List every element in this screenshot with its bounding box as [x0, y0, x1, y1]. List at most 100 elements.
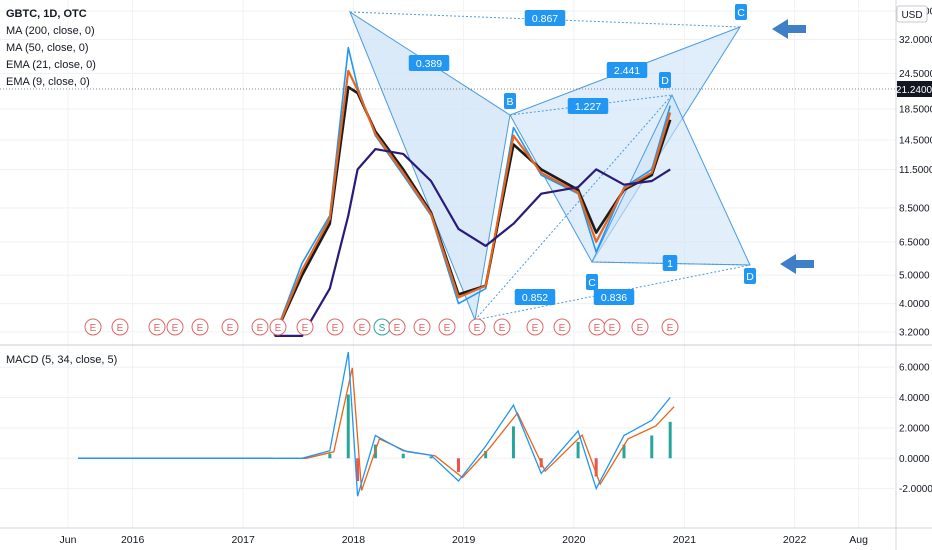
earnings-marker[interactable] — [526, 318, 544, 336]
earnings-marker[interactable] — [661, 318, 679, 336]
pattern-point-badge — [586, 274, 598, 290]
price-series — [273, 46, 672, 337]
earnings-marker-label: E — [227, 323, 234, 334]
earnings-marker-label: E — [90, 323, 97, 334]
pattern-line-ac — [474, 94, 673, 321]
legend-ema9[interactable]: EMA (9, close, 0) — [6, 76, 90, 88]
time-tick-label: 2018 — [342, 534, 366, 546]
earnings-marker[interactable] — [191, 318, 209, 336]
ema9-line — [273, 46, 671, 337]
macd-tick-label: -2.0000 — [899, 484, 932, 495]
earnings-marker[interactable] — [296, 318, 314, 336]
pattern-point-label: C — [588, 277, 596, 289]
earnings-marker-label: E — [594, 323, 601, 334]
pattern-ratio-label: 0.389 — [416, 58, 442, 70]
earnings-marker-label: S — [379, 323, 386, 334]
earnings-marker-label: E — [532, 323, 539, 334]
macd-tick-label: 6.0000 — [899, 363, 930, 374]
earnings-marker[interactable] — [269, 318, 287, 336]
time-tick-label: Jun — [60, 534, 77, 546]
pattern-point-badge — [744, 268, 756, 284]
time-tick-label: 2021 — [673, 534, 697, 546]
earnings-marker-label: E — [499, 323, 506, 334]
earnings-marker[interactable] — [438, 318, 456, 336]
price-tick-label: 6.5000 — [899, 237, 930, 248]
price-tick-label: 5.0000 — [899, 271, 930, 282]
earnings-marker[interactable] — [603, 318, 621, 336]
earnings-marker-label: E — [559, 323, 566, 334]
pattern-point-label: D — [746, 271, 754, 283]
earnings-marker[interactable] — [493, 318, 511, 336]
pattern-point-badge — [659, 72, 671, 88]
svg-text:21.2400: 21.2400 — [896, 85, 932, 96]
time-tick-label: 2017 — [231, 534, 255, 546]
pattern-ratio-badge — [408, 55, 450, 71]
pattern-ratio-label: 0.836 — [601, 292, 627, 304]
earnings-marker[interactable] — [166, 318, 184, 336]
earnings-marker[interactable] — [221, 318, 239, 336]
earnings-marker-label: E — [197, 323, 204, 334]
time-tick-label: 2019 — [452, 534, 476, 546]
earnings-marker-label: E — [117, 323, 124, 334]
pattern-ratio-badge — [567, 98, 609, 114]
earnings-marker-label: E — [257, 323, 264, 334]
earnings-marker[interactable] — [326, 318, 344, 336]
earnings-marker[interactable] — [251, 318, 269, 336]
earnings-marker[interactable] — [468, 318, 486, 336]
legend-ma50[interactable]: MA (50, close, 0) — [6, 42, 89, 54]
earnings-marker[interactable] — [84, 318, 102, 336]
earnings-marker[interactable] — [553, 318, 571, 336]
time-axis[interactable]: Jun 2016 2017 2018 2019 2020 2021 2022 Aug — [60, 534, 869, 546]
pattern-ratio-label: 0.867 — [532, 13, 558, 25]
legend-ema21[interactable]: EMA (21, close, 0) — [6, 59, 96, 71]
earnings-marker[interactable] — [388, 318, 406, 336]
pattern-labels: B C D C D 0.867 0.389 2.441 1.227 0.852 0.836 1 — [408, 4, 756, 305]
macd-legend[interactable]: MACD (5, 34, close, 5) — [6, 354, 118, 366]
earnings-marker[interactable] — [111, 318, 129, 336]
earnings-marker[interactable] — [148, 318, 166, 336]
time-tick-label: 2022 — [783, 534, 807, 546]
earnings-marker-label: E — [419, 323, 426, 334]
earnings-marker-label: E — [474, 323, 481, 334]
indicator-legend: GBTC, 1D, OTC MA (200, close, 0) MA (50,… — [6, 6, 96, 91]
earnings-marker-label: E — [394, 323, 401, 334]
price-tick-label: 18.5000 — [899, 105, 932, 116]
pattern-point-label: B — [506, 96, 513, 108]
time-tick-label: 2016 — [121, 534, 145, 546]
macd-line — [274, 351, 671, 497]
pattern-ratio-badge — [593, 289, 635, 305]
earnings-marker[interactable] — [631, 318, 649, 336]
earnings-marker-label: E — [667, 323, 674, 334]
pattern-ratio-label: 0.852 — [522, 292, 548, 304]
price-tick-label: 4.0000 — [899, 299, 930, 310]
earnings-marker-label: E — [609, 323, 616, 334]
macd-tick-label: 4.0000 — [899, 393, 930, 404]
arrow-icon-lower — [780, 254, 814, 274]
macd-axis[interactable]: 6.0000 4.0000 2.0000 0.0000 -2.0000 — [899, 363, 932, 495]
pattern-point-badge — [504, 93, 516, 109]
pattern-point-badge — [735, 4, 747, 20]
earnings-marker-label: E — [275, 323, 282, 334]
currency-badge[interactable]: USD — [896, 5, 928, 23]
macd-pane — [0, 351, 896, 497]
pattern-ratio-label: 2.441 — [614, 65, 640, 77]
earnings-marker[interactable] — [413, 318, 431, 336]
pattern-line-xd — [349, 11, 741, 28]
earnings-marker-label: E — [332, 323, 339, 334]
arrow-icon-upper — [772, 19, 806, 39]
price-tick-label: 32.0000 — [899, 35, 932, 46]
legend-ma200[interactable]: MA (200, close, 0) — [6, 25, 95, 37]
svg-text:USD: USD — [901, 10, 922, 21]
ema21-line — [273, 69, 672, 337]
price-tick-label: 3.2000 — [899, 327, 930, 338]
symbol-title[interactable]: GBTC, 1D, OTC — [6, 8, 87, 20]
price-tick-label: 14.5000 — [899, 136, 932, 147]
earnings-marker-label: E — [359, 323, 366, 334]
pattern-ratio-badge — [514, 289, 556, 305]
earnings-marker-label: E — [444, 323, 451, 334]
time-tick-label: Aug — [849, 534, 868, 546]
time-tick-label: 2020 — [562, 534, 586, 546]
earnings-marker[interactable] — [353, 318, 371, 336]
